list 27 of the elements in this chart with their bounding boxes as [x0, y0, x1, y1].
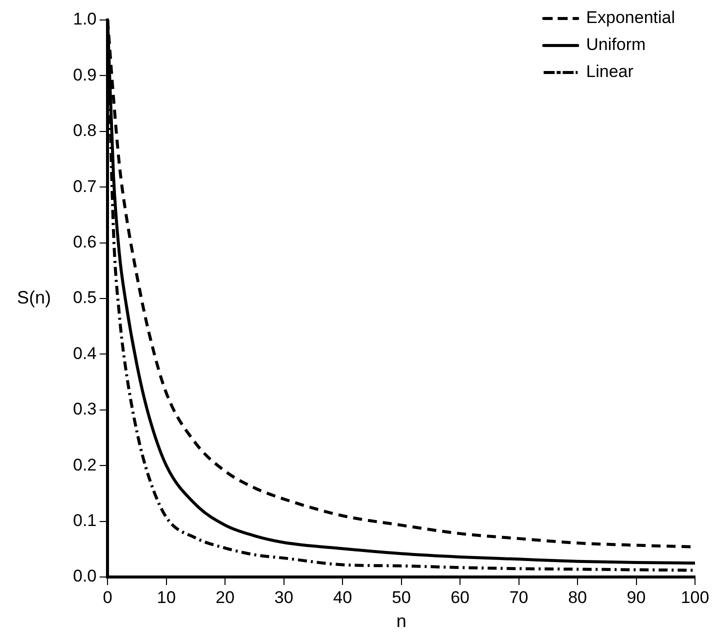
y-tick-label: 0.8 [72, 121, 97, 140]
y-tick-label: 0.3 [72, 400, 97, 419]
y-tick-label: 0.0 [72, 566, 97, 586]
y-tick-label: 0.7 [72, 176, 97, 196]
x-tick-label: 50 [392, 588, 411, 607]
legend-label: Linear [586, 62, 634, 82]
y-tick-label: 0.4 [72, 344, 97, 363]
x-tick-label: 90 [626, 588, 646, 607]
y-axis-title: S(n) [16, 287, 52, 308]
x-tick-label: 100 [680, 588, 710, 607]
legend-label: Exponential [586, 8, 675, 28]
x-tick-label: 0 [102, 588, 112, 607]
x-tick-label: 40 [333, 588, 352, 607]
x-tick-label: 20 [216, 588, 235, 607]
y-tick-label: 0.1 [72, 510, 97, 530]
y-tick-label: 0.9 [72, 65, 97, 84]
y-tick-label: 0.2 [72, 455, 97, 474]
x-tick-label: 60 [450, 588, 470, 607]
x-tick-label: 80 [568, 588, 587, 607]
y-tick-label: 1.0 [72, 10, 97, 29]
y-tick-label: 0.6 [72, 232, 97, 252]
x-tick-label: 70 [509, 588, 528, 607]
x-axis-title: n [396, 611, 406, 632]
legend-label: Uniform [586, 35, 646, 54]
x-tick-label: 30 [274, 588, 294, 607]
y-tick-label: 0.5 [72, 288, 97, 308]
x-tick-label: 10 [156, 588, 176, 607]
